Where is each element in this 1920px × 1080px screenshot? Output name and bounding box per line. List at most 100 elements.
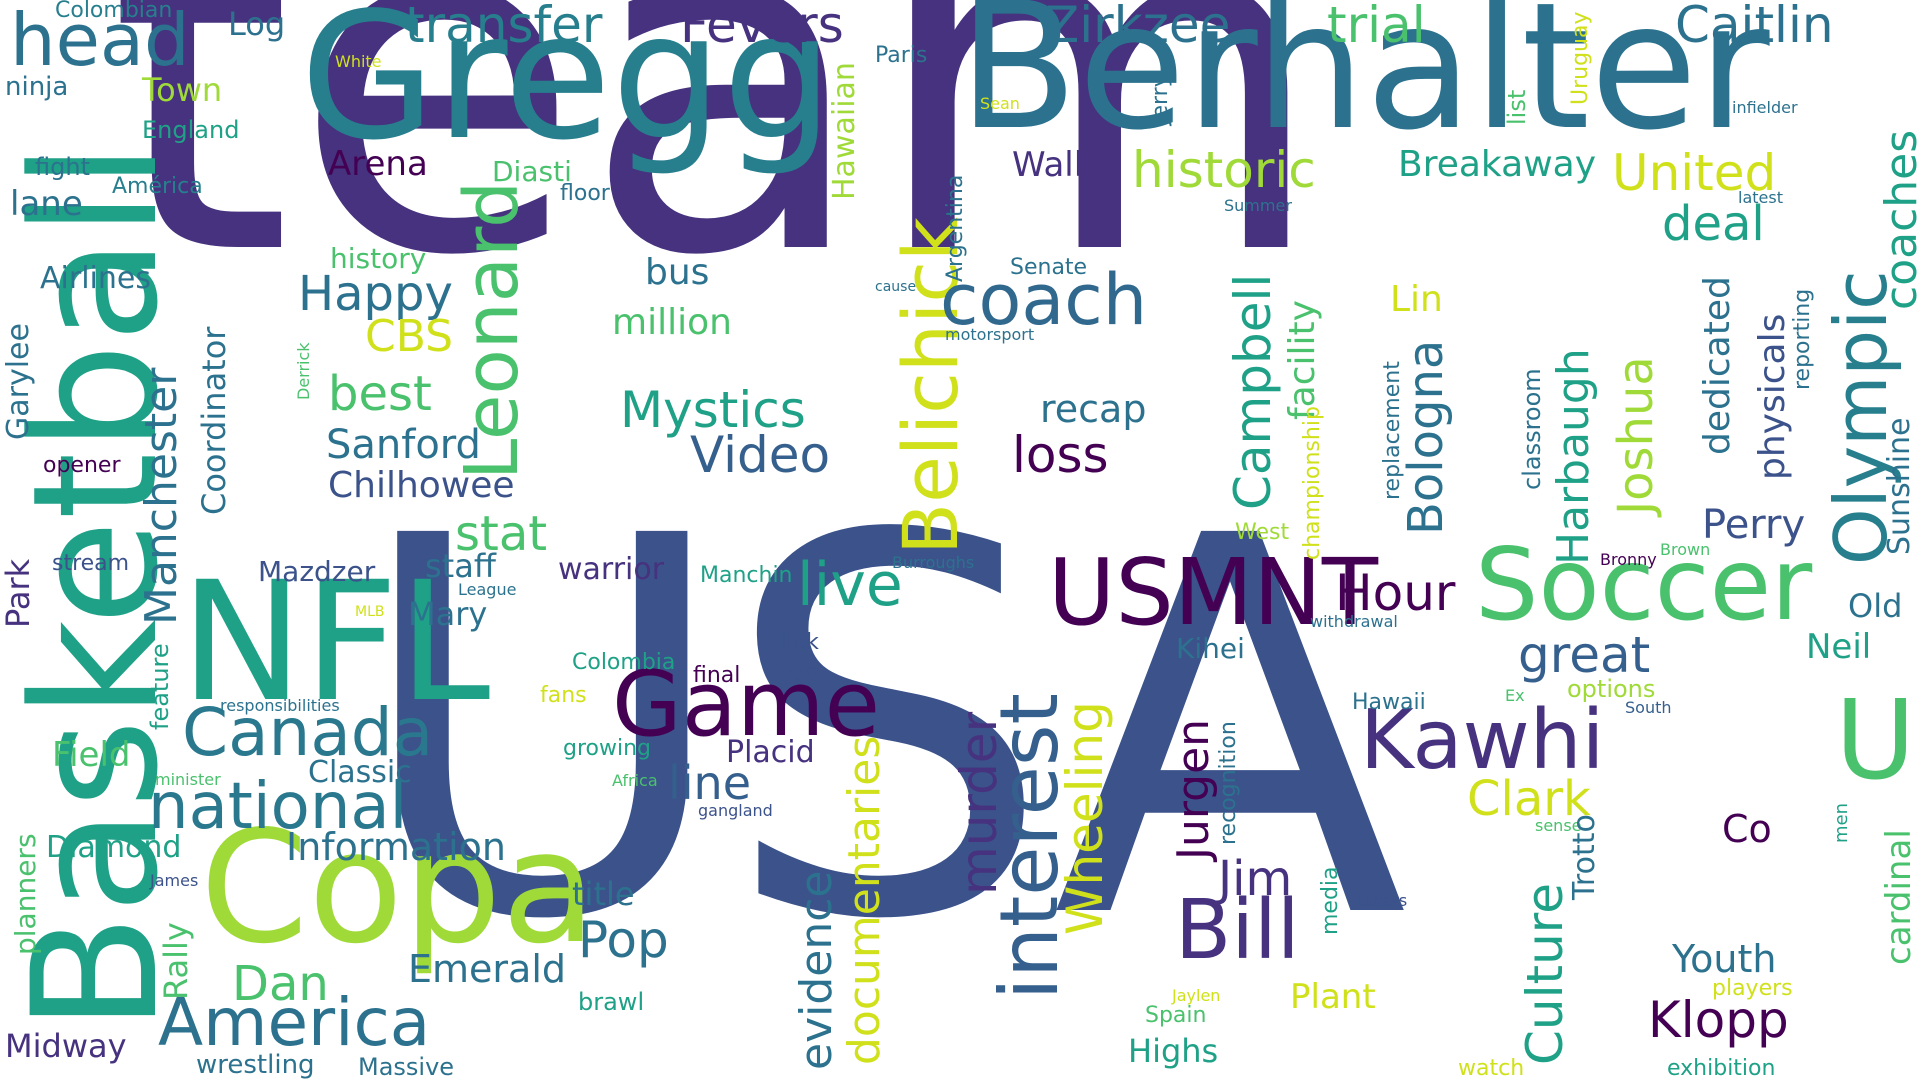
word: deal: [1662, 196, 1765, 252]
word: Summer: [1224, 196, 1292, 215]
word: national: [148, 770, 408, 844]
word: Jaylen: [1172, 986, 1221, 1005]
word: Africa: [612, 771, 658, 790]
word: cause: [875, 279, 917, 295]
word: historic: [1132, 141, 1316, 199]
word: Klopp: [1648, 991, 1789, 1049]
word: fight: [35, 153, 90, 181]
word: Mazdzer: [258, 555, 376, 588]
word: planners: [9, 833, 42, 955]
word: Garylee: [1, 323, 36, 440]
word: League: [458, 580, 517, 599]
word: Mystics: [620, 381, 806, 439]
word: Bill: [1175, 883, 1300, 978]
word: feature: [146, 643, 174, 730]
word: stream: [52, 551, 130, 576]
word: Sunshine: [1882, 417, 1917, 555]
word: media: [1318, 866, 1343, 935]
word: link: [780, 630, 819, 655]
word: Harbaugh: [1548, 348, 1599, 565]
word: Caitlin: [1675, 0, 1834, 54]
word: Information: [286, 825, 506, 869]
word: championship: [1300, 406, 1325, 560]
word: live: [797, 550, 903, 620]
word: Hour: [1335, 564, 1456, 622]
word: James: [150, 871, 199, 890]
word: USA: [352, 427, 1408, 1033]
word: team: [108, 0, 1328, 358]
word: great: [1518, 626, 1651, 684]
word: list: [1503, 89, 1531, 125]
word: coaches: [1876, 129, 1920, 310]
word: United: [1612, 144, 1777, 202]
word: Hawaiian: [827, 62, 862, 200]
word: million: [612, 302, 732, 343]
word: Burroughs: [892, 553, 975, 572]
word: Kihei: [1176, 632, 1245, 665]
word: title: [572, 875, 635, 913]
word: Diasti: [492, 155, 572, 188]
word: Zirkzee: [1045, 0, 1231, 54]
word: Gregg: [300, 0, 834, 179]
word: Log: [228, 5, 286, 43]
word: withdrawal: [1310, 612, 1398, 631]
word: latest: [1738, 188, 1783, 207]
word: Spain: [1145, 1003, 1207, 1028]
word: head: [10, 0, 190, 82]
word: Rally: [157, 922, 195, 1000]
word: Brown: [1660, 540, 1711, 559]
word: Wall: [1012, 145, 1084, 185]
word: Arena: [328, 144, 428, 184]
word: Wheeling: [1056, 701, 1114, 935]
word: Field: [52, 735, 131, 775]
word: Neil: [1806, 627, 1872, 667]
word: Uruguay: [1568, 11, 1593, 106]
word: cardinal: [1879, 829, 1919, 965]
word: Paris: [875, 43, 928, 68]
word: replacement: [1380, 361, 1405, 500]
word: Placid: [726, 735, 815, 770]
word: West: [1235, 520, 1290, 545]
word: Hawaii: [1352, 690, 1426, 715]
word: Sanford: [326, 422, 481, 468]
word: classroom: [1518, 368, 1546, 490]
word: Massive: [358, 1053, 455, 1080]
word: Jurgen: [1168, 718, 1219, 860]
word: exhibition: [1667, 1056, 1776, 1080]
word: Video: [690, 426, 831, 484]
word: warrior: [558, 552, 665, 587]
word: Jim: [1218, 851, 1293, 907]
word: Ex: [1505, 686, 1525, 705]
word: responsibilities: [220, 696, 340, 715]
word: Highs: [1128, 1032, 1219, 1070]
word: Canada: [182, 694, 434, 771]
word: Park: [0, 558, 37, 628]
word: Soccer: [1475, 526, 1813, 643]
word: Kawhi: [1360, 693, 1605, 788]
word: growing: [563, 736, 651, 761]
word: opener: [43, 453, 121, 478]
word: Coordinator: [195, 326, 233, 515]
word: final: [693, 663, 741, 688]
word: Colombia: [572, 650, 676, 675]
word: evidence: [791, 870, 842, 1070]
word: line: [668, 756, 752, 810]
word: Diamond: [46, 830, 182, 865]
word: Perry: [1702, 502, 1806, 548]
word: best: [328, 366, 432, 422]
word: history: [330, 242, 427, 275]
word: Airlines: [40, 261, 151, 296]
word: U: [1835, 676, 1916, 804]
word: sense: [1535, 816, 1582, 835]
word: trial: [1327, 0, 1426, 54]
word: transfer: [405, 0, 603, 54]
word: ninja: [5, 72, 69, 102]
word: players: [1712, 976, 1793, 1001]
word: dedicated: [1697, 276, 1738, 455]
word: murder: [950, 711, 1008, 895]
word: Campbell: [1224, 273, 1282, 510]
word: Sean: [980, 94, 1020, 113]
word: bus: [645, 252, 710, 293]
word: wrestling: [196, 1050, 315, 1080]
